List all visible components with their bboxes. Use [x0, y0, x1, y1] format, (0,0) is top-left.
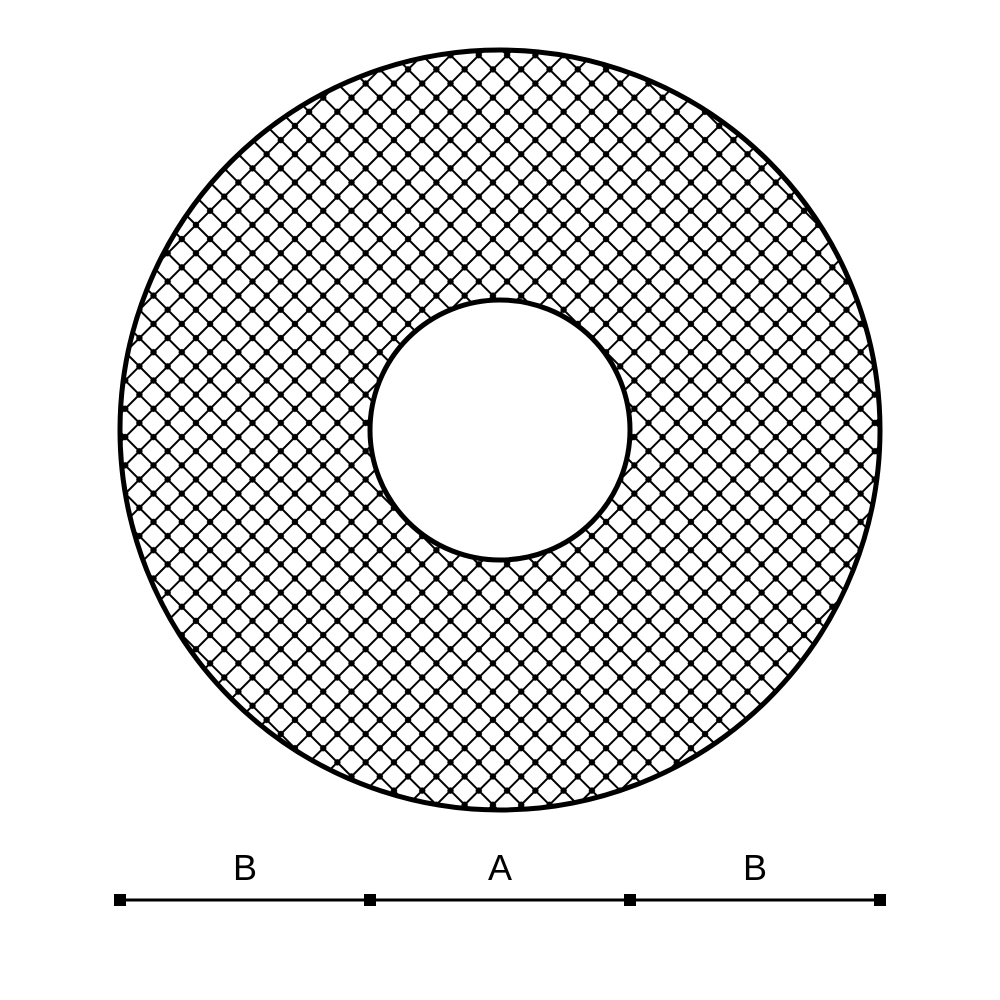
dimension-label: B [233, 847, 257, 888]
dimension-marker [624, 894, 636, 906]
dimension-marker [364, 894, 376, 906]
annulus-diagram: BAB [0, 0, 1000, 1000]
dimension-marker [114, 894, 126, 906]
dimension-label: A [488, 847, 512, 888]
dimension-marker [874, 894, 886, 906]
dimension-label: B [743, 847, 767, 888]
